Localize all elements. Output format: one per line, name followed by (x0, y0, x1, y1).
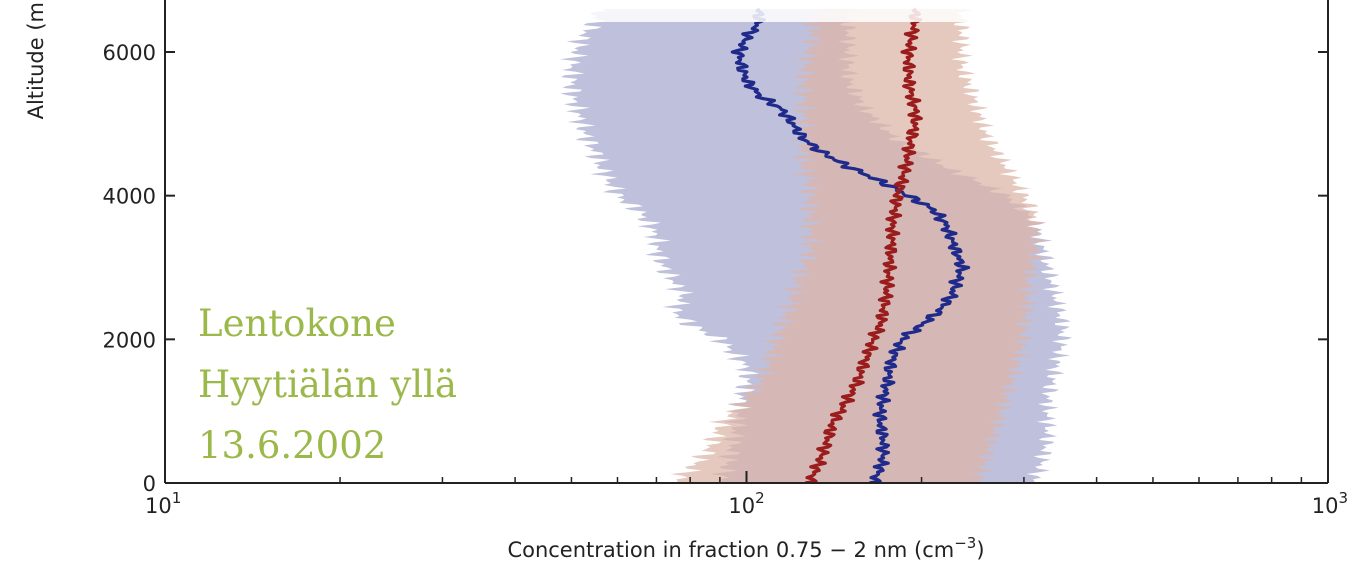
ticks-layer (164, 51, 1329, 484)
y-tick-label-2000: 2000 (103, 328, 156, 352)
tick-labels-layer: 0 2000 4000 6000 101 102 103 (103, 41, 1348, 518)
overlay-line-date: 13.6.2002 (198, 424, 387, 467)
y-tick-label-4000: 4000 (103, 185, 156, 209)
y-tick-label-0: 0 (143, 472, 156, 496)
overlay-line-location: Hyytiälän yllä (198, 363, 457, 406)
x-tick-label-100: 102 (728, 489, 764, 518)
x-axis-label-sup: −3 (954, 534, 976, 552)
y-tick-label-6000: 6000 (103, 41, 156, 65)
overlay-line-aircraft: Lentokone (198, 302, 396, 345)
band-layer (560, 8, 1073, 483)
x-axis-label: Concentration in fraction 0.75 − 2 nm (c… (507, 534, 984, 562)
median-layer (730, 7, 971, 483)
y-axis-label: Altitude (m (24, 2, 48, 119)
x-axis-label-main: Concentration in fraction 0.75 − 2 nm (c… (507, 538, 954, 562)
series-1-median-line (730, 7, 971, 483)
series-2-median-line (805, 7, 923, 483)
x-tick-label-10: 101 (145, 489, 181, 518)
x-axis-label-tail: ) (976, 538, 984, 562)
top-fade-overlay (165, 0, 1328, 22)
series-2-range-band (670, 8, 1048, 483)
x-tick-label-1000: 103 (1312, 489, 1348, 518)
